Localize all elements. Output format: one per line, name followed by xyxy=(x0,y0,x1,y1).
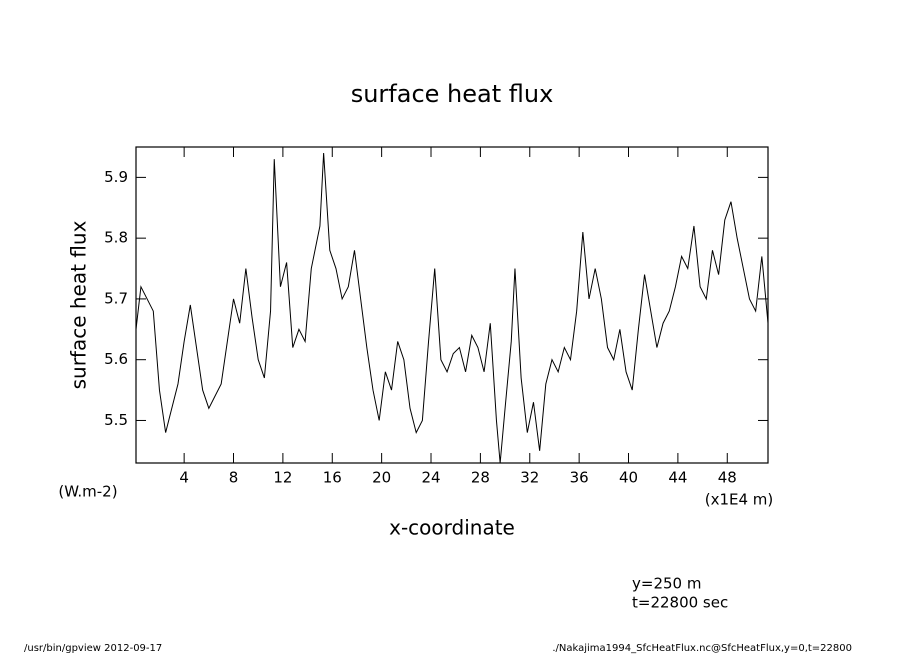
footer-left: /usr/bin/gpview 2012-09-17 xyxy=(24,643,162,654)
x-tick-label: 32 xyxy=(520,469,539,487)
y-tick-label: 5.5 xyxy=(104,411,128,429)
x-tick-label: 28 xyxy=(471,469,490,487)
x-tick-label: 16 xyxy=(323,469,342,487)
y-tick-label: 5.9 xyxy=(104,168,128,186)
x-tick-label: 20 xyxy=(372,469,391,487)
annotation: t=22800 sec xyxy=(632,594,728,612)
y-tick-label: 5.6 xyxy=(104,350,128,368)
y-tick-label: 5.7 xyxy=(104,289,128,307)
x-tick-label: 36 xyxy=(570,469,589,487)
plot-frame xyxy=(135,146,769,464)
y-unit: (W.m-2) xyxy=(58,483,117,501)
x-axis-label: x-coordinate xyxy=(389,516,515,540)
annotation: y=250 m xyxy=(632,575,701,593)
x-tick-label: 4 xyxy=(179,469,189,487)
x-tick-label: 44 xyxy=(668,469,687,487)
chart-title: surface heat flux xyxy=(351,80,554,108)
x-tick-label: 8 xyxy=(229,469,239,487)
x-tick-label: 12 xyxy=(273,469,292,487)
footer-right: ./Nakajima1994_SfcHeatFlux.nc@SfcHeatFlu… xyxy=(552,643,852,654)
x-tick-label: 24 xyxy=(421,469,440,487)
x-unit: (x1E4 m) xyxy=(705,491,774,509)
y-tick-label: 5.8 xyxy=(104,229,128,247)
x-tick-label: 40 xyxy=(619,469,638,487)
x-tick-label: 48 xyxy=(718,469,737,487)
data-line xyxy=(135,153,769,464)
y-axis-label: surface heat flux xyxy=(67,220,91,389)
